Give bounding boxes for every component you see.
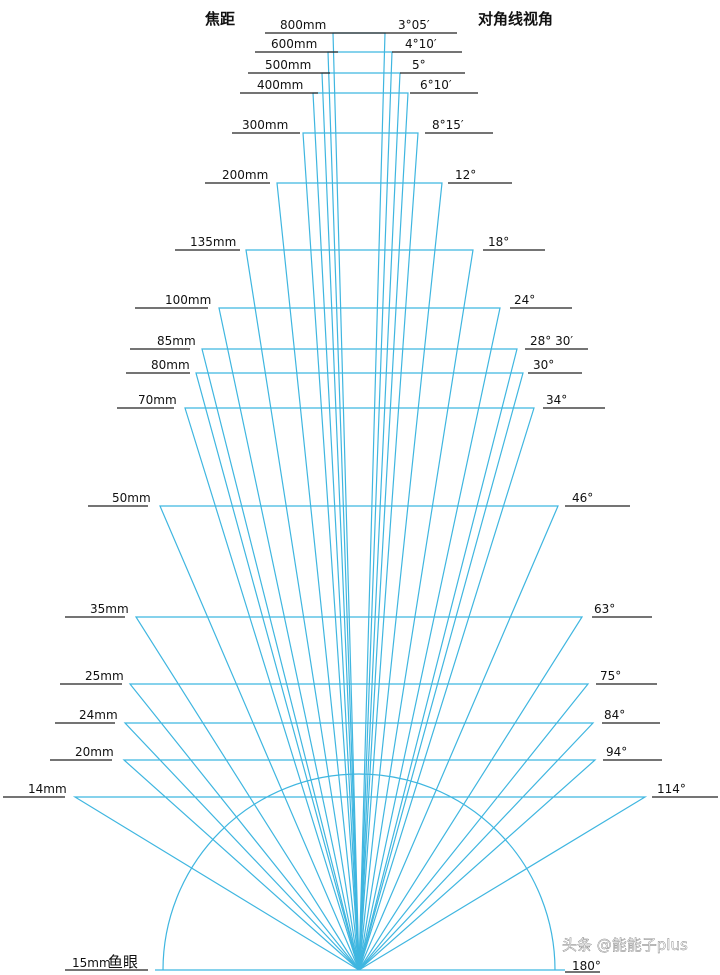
lens-frame-400mm <box>312 92 409 971</box>
lens-frame-100mm <box>218 307 501 971</box>
angle-label: 84° <box>604 708 625 722</box>
lens-frame-600mm <box>327 51 393 971</box>
focal-label: 50mm <box>112 491 151 505</box>
focal-label: 135mm <box>190 235 236 249</box>
fisheye-arc <box>162 773 556 971</box>
header-focal-length: 焦距 <box>204 10 235 28</box>
angle-label: 6°10′ <box>420 78 452 92</box>
lens-frame-800mm <box>332 32 386 971</box>
angle-label: 75° <box>600 669 621 683</box>
angle-label: 30° <box>533 358 554 372</box>
lens-frame-200mm <box>276 182 443 971</box>
focal-label: 35mm <box>90 602 129 616</box>
angle-label: 12° <box>455 168 476 182</box>
lens-frame-85mm <box>201 348 518 971</box>
lens-frame-50mm <box>159 505 559 971</box>
angle-label: 114° <box>657 782 686 796</box>
lens-frame-24mm <box>123 722 595 971</box>
focal-label: 25mm <box>85 669 124 683</box>
focal-label: 14mm <box>28 782 67 796</box>
lens-frame-70mm <box>184 407 535 971</box>
fisheye-focal-label: 15mm <box>72 956 111 970</box>
watermark: 头条 @能能子plus <box>562 936 688 954</box>
lens-frame-20mm <box>122 759 597 971</box>
angle-label: 8°15′ <box>432 118 464 132</box>
angle-label: 34° <box>546 393 567 407</box>
focal-label: 500mm <box>265 58 311 72</box>
angle-label: 46° <box>572 491 593 505</box>
lens-frame-35mm <box>134 616 584 971</box>
focal-label: 70mm <box>138 393 177 407</box>
focal-label: 85mm <box>157 334 196 348</box>
fisheye-label: 15mm 鱼眼 180° <box>72 953 601 973</box>
focal-label: 100mm <box>165 293 211 307</box>
fisheye-angle-label: 180° <box>572 959 601 973</box>
focal-label: 20mm <box>75 745 114 759</box>
angle-label: 24° <box>514 293 535 307</box>
label-underlines <box>3 32 718 973</box>
lens-frame-14mm <box>72 796 648 971</box>
angle-label: 4°10′ <box>405 37 437 51</box>
focal-label: 24mm <box>79 708 118 722</box>
lens-frame-500mm <box>321 72 401 971</box>
angle-label: 5° <box>412 58 426 72</box>
header-diagonal-angle: 对角线视角 <box>478 10 553 28</box>
lens-frame-80mm <box>195 372 524 971</box>
lens-labels: 800mm 3°05′ 600mm 4°10′ 500mm 5° 400mm 6°10′ 300… <box>28 18 686 796</box>
fisheye-name-label: 鱼眼 <box>108 953 138 971</box>
angle-label: 94° <box>606 745 627 759</box>
lens-frame-135mm <box>245 249 474 971</box>
focal-label: 400mm <box>257 78 303 92</box>
focal-label: 200mm <box>222 168 268 182</box>
lens-frame-300mm <box>302 132 419 971</box>
focal-label: 300mm <box>242 118 288 132</box>
focal-label: 800mm <box>280 18 326 32</box>
focal-label: 600mm <box>271 37 317 51</box>
angle-label: 28° 30′ <box>530 334 573 348</box>
focal-label: 80mm <box>151 358 190 372</box>
lens-frame-25mm <box>128 683 590 971</box>
angle-label: 18° <box>488 235 509 249</box>
angle-label: 63° <box>594 602 615 616</box>
ray-lines <box>72 32 648 971</box>
angle-label: 3°05′ <box>398 18 430 32</box>
